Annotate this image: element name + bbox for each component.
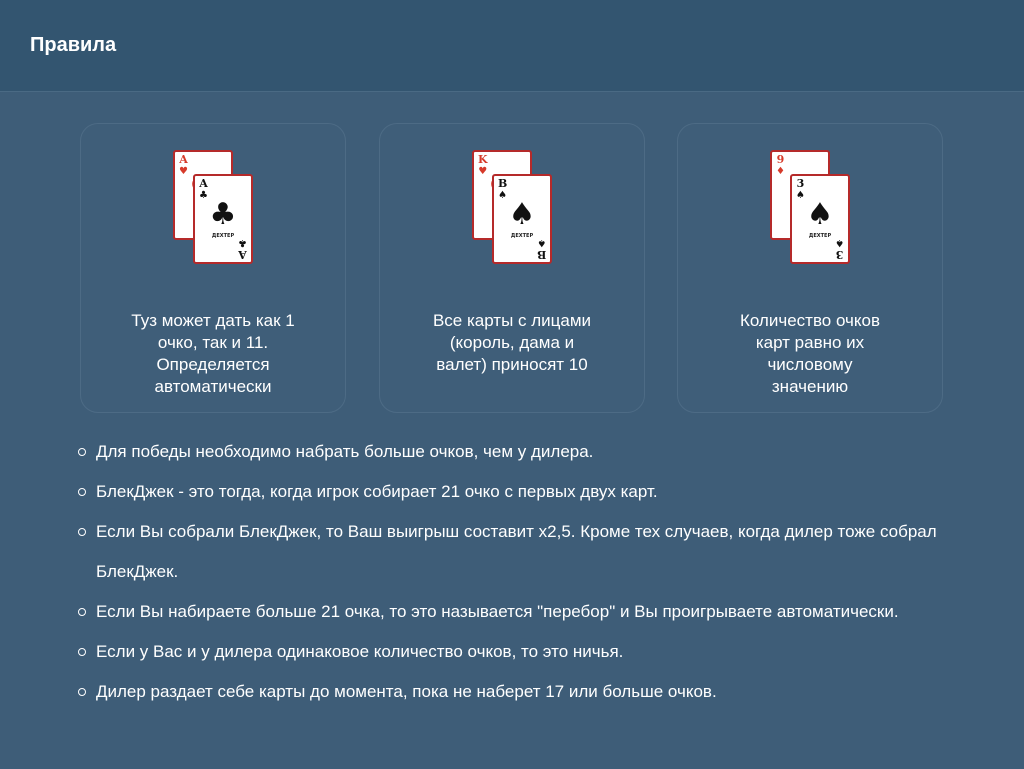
rule-cards: A♥ ♥ A♣ ♣ ДЕХТЕР A♣ Туз может дать как 1… [0,92,1024,422]
playing-card-front: 3 ♠ ♠ ДЕХТЕР 3 ♠ [790,174,850,264]
card-rank: A [238,248,247,261]
card-rank: A [199,177,208,190]
card-rank: K [478,153,488,166]
bullet-circle-icon [78,648,86,656]
rule-card-text: Количество очков карт равно их числовому… [739,311,881,396]
bullet-circle-icon [78,528,86,536]
bullet-circle-icon [78,688,86,696]
playing-card-front: В ♠ ♠ ДЕХТЕР В ♠ [492,174,552,264]
rule-card-text: Туз может дать как 1 очко, так и 11. Опр… [131,311,295,396]
cards-illustration: A♥ ♥ A♣ ♣ ДЕХТЕР A♣ [81,150,345,268]
diamond-icon: ♦ [776,166,785,177]
spade-icon: ♠ [508,197,536,232]
list-item: БлекДжек - это тогда, когда игрок собира… [78,472,978,512]
header: Правила [0,0,1024,92]
list-item: Если у Вас и у дилера одинаковое количес… [78,632,978,672]
rule-text: Если Вы собрали БлекДжек, то Ваш выигрыш… [96,522,937,581]
list-item: Если Вы собрали БлекДжек, то Ваш выигрыш… [78,512,978,592]
list-item: Дилер раздает себе карты до момента, пок… [78,672,978,712]
playing-card-front: A ♣ ♣ ДЕХТЕР A ♣ [193,174,253,264]
heart-icon: ♥ [179,166,188,177]
club-icon: ♣ [209,197,237,232]
cards-illustration: K♥ ♥ В♠ ♠ ДЕХТЕР В♠ [380,150,644,268]
rule-card-ace: A♥ ♥ A♣ ♣ ДЕХТЕР A♣ Туз может дать как 1… [80,123,346,413]
rule-text: Если Вы набираете больше 21 очка, то это… [96,602,899,621]
card-brand: ДЕХТЕР [808,233,832,239]
spade-icon: ♠ [806,197,834,232]
spade-icon: ♠ [796,190,805,201]
card-rank: 3 [796,177,805,190]
spade-icon: ♠ [835,237,844,248]
card-rank: 3 [835,248,844,261]
card-rank: 9 [776,153,785,166]
bullet-circle-icon [78,488,86,496]
bullet-circle-icon [78,608,86,616]
spade-icon: ♠ [498,190,508,201]
cards-illustration: 9♦ ♦ 3♠ ♠ ДЕХТЕР 3♠ [678,150,942,268]
rule-card-text: Все карты с лицами (король, дама и валет… [432,311,592,374]
rule-text: Дилер раздает себе карты до момента, пок… [96,682,717,701]
list-item: Для победы необходимо набрать больше очк… [78,432,978,472]
club-icon: ♣ [199,190,208,201]
card-brand: ДЕХТЕР [211,233,235,239]
rule-text: Если у Вас и у дилера одинаковое количес… [96,642,624,661]
rules-list: Для победы необходимо набрать больше очк… [78,432,978,712]
card-rank: В [536,248,546,261]
card-brand: ДЕХТЕР [510,233,534,239]
bullet-circle-icon [78,448,86,456]
rule-card-face-cards: K♥ ♥ В♠ ♠ ДЕХТЕР В♠ Все карты с лицами (… [379,123,645,413]
card-rank: A [179,153,188,166]
club-icon: ♣ [238,237,247,248]
list-item: Если Вы набираете больше 21 очка, то это… [78,592,978,632]
page-title: Правила [30,34,117,56]
heart-icon: ♥ [478,166,488,177]
rule-text: БлекДжек - это тогда, когда игрок собира… [96,482,658,501]
card-rank: В [498,177,508,190]
spade-icon: ♠ [536,237,546,248]
rule-text: Для победы необходимо набрать больше очк… [96,442,594,461]
rule-card-number-cards: 9♦ ♦ 3♠ ♠ ДЕХТЕР 3♠ Количество очков кар… [677,123,943,413]
